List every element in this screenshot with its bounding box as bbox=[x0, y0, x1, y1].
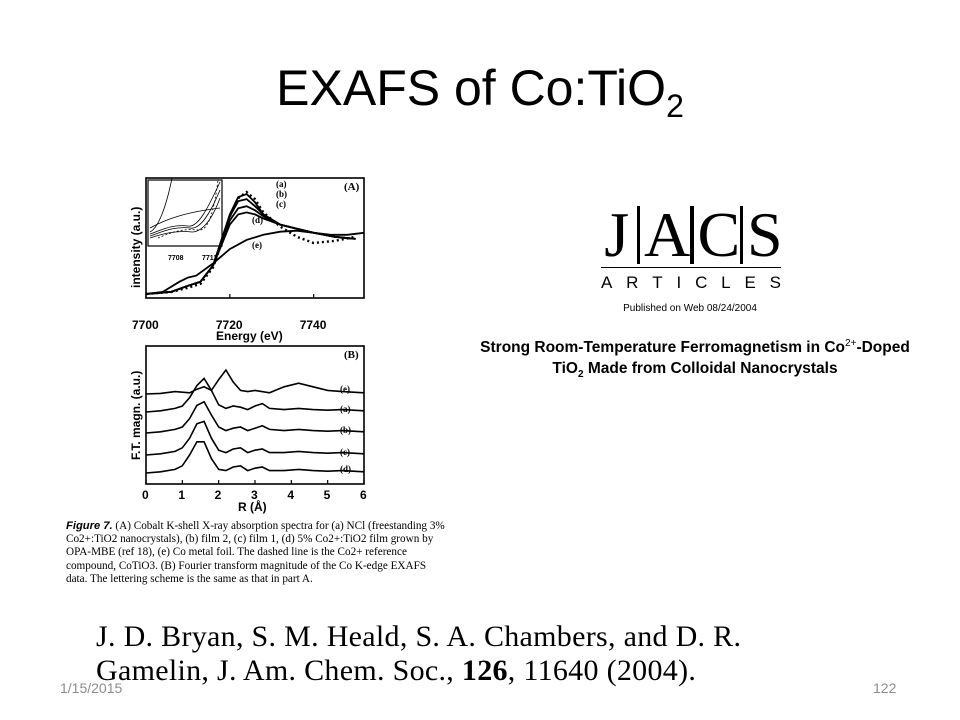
series-line-e bbox=[145, 229, 365, 295]
panel-a-x-ticks: 7700 7720 7740 bbox=[132, 294, 327, 332]
panel-a-inset bbox=[147, 179, 223, 247]
x-tick-label: 7740 bbox=[300, 318, 327, 332]
jacs-letter: C bbox=[697, 199, 741, 270]
jacs-letter: S bbox=[747, 199, 783, 270]
series-line-CoTiO3 bbox=[145, 190, 356, 296]
x-tick-label: 5 bbox=[324, 488, 331, 502]
citation-line-2: Gamelin, J. Am. Chem. Soc., 126, 11640 (… bbox=[96, 654, 697, 687]
series-label-e: (e) bbox=[340, 384, 350, 394]
x-tick-label: 7720 bbox=[216, 318, 243, 332]
series-label-e: (e) bbox=[252, 240, 262, 250]
figure-caption-label: Figure 7. bbox=[66, 520, 113, 532]
panel-b-label: (B) bbox=[344, 349, 359, 361]
series-label-a: (a) bbox=[276, 179, 287, 189]
x-tick-label: 7700 bbox=[132, 318, 159, 332]
inset-curve bbox=[149, 207, 221, 229]
figure-caption: Figure 7. (A) Cobalt K-shell X-ray absor… bbox=[66, 520, 448, 586]
slide-number: 122 bbox=[873, 680, 897, 696]
slide-title: EXAFS of Co:TiO2 bbox=[276, 60, 684, 124]
series-label-c: (c) bbox=[340, 447, 350, 457]
x-tick-label: 6 bbox=[360, 488, 367, 502]
inset-curve bbox=[157, 179, 219, 239]
ft-line-a bbox=[145, 377, 365, 413]
series-label-c: (c) bbox=[276, 199, 286, 209]
jacs-letter: A bbox=[644, 199, 691, 270]
panel-b-series-labels: (e) (a) (b) (c) (d) bbox=[340, 384, 351, 474]
jacs-published-date: Published on Web 08/24/2004 bbox=[623, 303, 757, 314]
ft-line-b bbox=[145, 400, 365, 434]
x-tick-label: 4 bbox=[287, 488, 294, 502]
article-title: Strong Room-Temperature Ferromagnetism i… bbox=[480, 338, 910, 381]
panel-b-xlabel: R (Å) bbox=[238, 499, 267, 514]
inset-curve bbox=[149, 177, 173, 233]
jacs-letter: J bbox=[604, 199, 630, 270]
figure-caption-text: (A) Cobalt K-shell X-ray absorption spec… bbox=[66, 520, 445, 585]
panel-a-xlabel: Energy (eV) bbox=[216, 329, 283, 343]
jacs-logo: J A C S bbox=[601, 199, 783, 270]
series-line-d bbox=[145, 211, 356, 295]
series-label-b: (b) bbox=[276, 189, 287, 199]
inset-curve bbox=[149, 197, 221, 239]
series-label-d: (d) bbox=[340, 464, 351, 474]
panel-a-frame bbox=[145, 177, 365, 299]
series-label-b: (b) bbox=[340, 425, 351, 435]
citation-line-1: J. D. Bryan, S. M. Heald, S. A. Chambers… bbox=[96, 620, 742, 653]
panel-b-x-ticks: 0 1 2 3 4 5 6 bbox=[142, 480, 367, 502]
series-label-d: (d) bbox=[252, 215, 263, 225]
inset-curve bbox=[149, 189, 221, 237]
inset-curve bbox=[149, 181, 221, 235]
panel-a-plot bbox=[145, 190, 365, 296]
ft-line-c bbox=[145, 420, 365, 456]
x-tick-label: 0 bbox=[142, 488, 149, 502]
inset-tick-label: 7712 bbox=[202, 255, 218, 262]
panel-a-inset-curves bbox=[149, 177, 221, 239]
inset-tick-label: 7708 bbox=[168, 255, 184, 262]
panel-a-ylabel: intensity (a.u.) bbox=[129, 207, 143, 288]
series-label-a: (a) bbox=[340, 404, 351, 414]
panel-b-frame bbox=[145, 345, 365, 485]
ft-line-e bbox=[145, 368, 365, 395]
panel-b-ylabel: F.T. magn. (a.u.) bbox=[129, 371, 143, 460]
citation: J. D. Bryan, S. M. Heald, S. A. Chambers… bbox=[96, 620, 916, 688]
ft-line-d bbox=[145, 440, 365, 474]
x-tick-label: 3 bbox=[251, 488, 258, 502]
panel-b-plot bbox=[145, 368, 365, 474]
x-tick-label: 2 bbox=[215, 488, 222, 502]
panel-a-series-labels: (a) (b) (c) (d) (e) bbox=[252, 179, 287, 250]
slide-date: 1/15/2015 bbox=[60, 680, 123, 696]
jacs-rule bbox=[601, 267, 781, 268]
series-line-c bbox=[145, 205, 356, 295]
exafs-figure: 7708 7712 (A) (a) (b) (c) (d) (e) 7700 77… bbox=[129, 177, 367, 514]
panel-a-label: (A) bbox=[344, 181, 360, 193]
x-tick-label: 1 bbox=[178, 488, 185, 502]
